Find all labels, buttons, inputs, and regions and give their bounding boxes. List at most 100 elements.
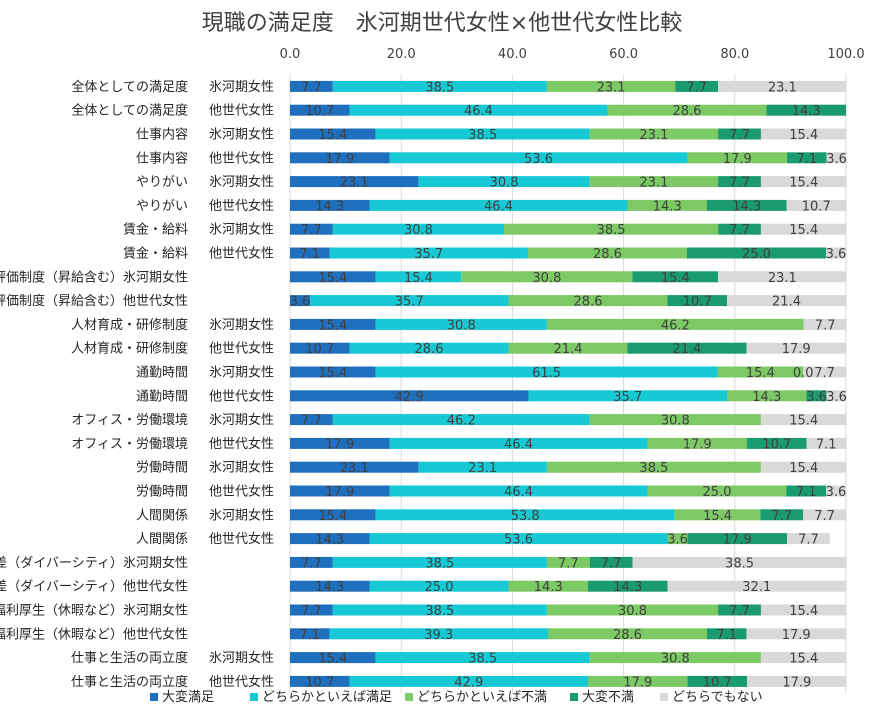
bar-segment: [674, 509, 761, 521]
bar-segment: [786, 485, 826, 497]
bar-segment: [546, 318, 804, 330]
bar-segment: [369, 199, 628, 211]
category-label: 全体としての満足度: [71, 103, 188, 119]
category-group-label: 他世代女性: [209, 388, 274, 404]
data-label: 3.6: [826, 152, 847, 167]
legend-swatch: [405, 693, 413, 701]
bar-segment: [290, 485, 390, 497]
data-label: 7.1: [796, 485, 817, 500]
bar-segment: [647, 437, 748, 449]
data-label: 38.5: [468, 652, 497, 667]
bar-segment: [290, 604, 333, 616]
bar-segment: [632, 556, 847, 568]
bar-segment: [687, 533, 788, 545]
category-group-label: 氷河期女性: [209, 650, 274, 666]
bar-segment: [349, 342, 509, 354]
data-label: 30.8: [661, 652, 690, 667]
bar-segment: [375, 366, 718, 378]
category-label: 人材育成・研修制度: [71, 317, 188, 333]
data-label: 14.3: [534, 580, 563, 595]
data-label: 38.5: [425, 80, 454, 95]
data-label: 28.6: [613, 628, 642, 643]
category-label: 仕事内容: [136, 150, 188, 166]
data-label: 7.7: [814, 509, 835, 524]
data-label: 14.3: [315, 580, 344, 595]
data-label: 15.4: [318, 318, 347, 333]
data-label: 23.1: [768, 271, 797, 286]
data-label: 3.6: [806, 390, 827, 405]
data-label: 17.9: [782, 675, 811, 690]
bar-segment: [290, 176, 419, 188]
data-label: 10.7: [762, 437, 791, 452]
data-label: 0.0: [793, 366, 814, 381]
data-label: 46.4: [504, 485, 533, 500]
category-label: 人事評価制度（昇給含む）他世代女性: [0, 293, 188, 309]
data-label: 10.7: [802, 199, 831, 214]
bar-segment: [687, 152, 788, 164]
category-label: 通勤時間: [136, 389, 188, 404]
bar-segment: [667, 580, 846, 592]
data-label: 53.6: [524, 152, 553, 167]
legend-swatch: [250, 693, 258, 701]
data-label: 23.1: [639, 128, 668, 143]
bar-segment: [389, 437, 648, 449]
data-label: 53.8: [511, 509, 540, 524]
data-label: 23.1: [340, 176, 369, 191]
bar-segment: [803, 366, 846, 378]
data-label: 17.9: [723, 152, 752, 167]
category-label: 男女格差（ダイバーシティ）他世代女性: [0, 579, 188, 595]
bar-segment: [329, 628, 548, 640]
bar-segment: [290, 128, 376, 140]
category-label: 人間関係: [136, 508, 188, 523]
data-label: 23.1: [468, 461, 497, 476]
bar-segment: [290, 675, 350, 687]
bar-segment: [766, 104, 846, 116]
bar-segment: [803, 318, 847, 330]
category-group-label: 他世代女性: [209, 436, 274, 452]
bar-segment: [546, 461, 761, 473]
bar-segment: [290, 318, 376, 330]
bar-segment: [290, 556, 333, 568]
bar-segment: [803, 509, 846, 521]
bar-segment: [290, 104, 350, 116]
data-label: 7.1: [299, 247, 320, 262]
grid-lines: [289, 74, 847, 694]
bar-segment: [806, 437, 846, 449]
bar-segment: [760, 414, 847, 426]
data-label: 3.6: [826, 390, 847, 405]
category-group-label: 他世代女性: [209, 341, 274, 357]
data-label: 15.4: [703, 509, 732, 524]
bar-segment: [528, 390, 728, 402]
bar-segment: [760, 176, 847, 188]
data-label: 14.3: [315, 533, 344, 548]
bar-segment: [290, 509, 376, 521]
data-label: 39.3: [424, 628, 453, 643]
bar-segment: [290, 223, 333, 235]
data-label: 14.3: [732, 199, 761, 214]
category-label: 男女格差（ダイバーシティ）氷河期女性: [0, 555, 188, 571]
data-label: 7.7: [301, 223, 322, 238]
bar-segment: [332, 414, 590, 426]
category-label: 通勤時間: [136, 366, 188, 381]
data-label: 7.1: [299, 628, 320, 643]
x-tick-label: 60.0: [609, 47, 638, 62]
category-label: 人材育成・研修制度: [71, 341, 188, 357]
bar-segment: [727, 295, 846, 307]
bar-segment: [290, 271, 376, 283]
category-group-label: 氷河期女性: [209, 412, 274, 428]
data-label: 15.4: [404, 271, 433, 286]
data-label: 14.3: [653, 199, 682, 214]
bar-segment: [290, 652, 376, 664]
data-label: 15.4: [789, 223, 818, 238]
bar-segment: [588, 580, 668, 592]
bar-segment: [290, 628, 330, 640]
bar-segment: [375, 318, 547, 330]
category-label: 労働時間: [136, 485, 188, 500]
data-label: 14.3: [752, 390, 781, 405]
bar-segment: [787, 533, 830, 545]
data-label: 7.7: [814, 366, 835, 381]
bar-segment: [627, 342, 747, 354]
data-label: 61.5: [532, 366, 561, 381]
bar-segment: [746, 342, 846, 354]
legend-swatch: [570, 693, 578, 701]
